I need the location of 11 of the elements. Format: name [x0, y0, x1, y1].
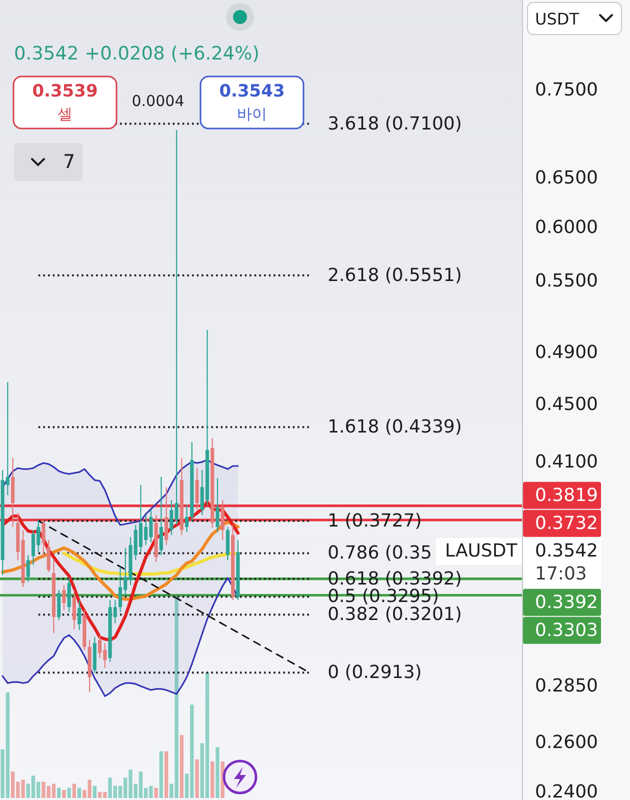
annotation: 0.3543	[219, 82, 285, 102]
ylabel: USDT	[535, 10, 579, 28]
subtitle: 0.3542 +0.0208 (+6.24%)	[14, 44, 260, 64]
annotation: 0.3542	[535, 540, 598, 562]
annotation: 바이	[237, 105, 267, 123]
annotation: 0.0004	[132, 92, 184, 110]
annotation: 셀	[58, 105, 72, 123]
annotation: LAUSDT	[445, 540, 518, 562]
annotation: 7	[63, 151, 76, 173]
annotation: 17:03	[535, 563, 587, 584]
annotation: 0.3539	[32, 82, 98, 102]
